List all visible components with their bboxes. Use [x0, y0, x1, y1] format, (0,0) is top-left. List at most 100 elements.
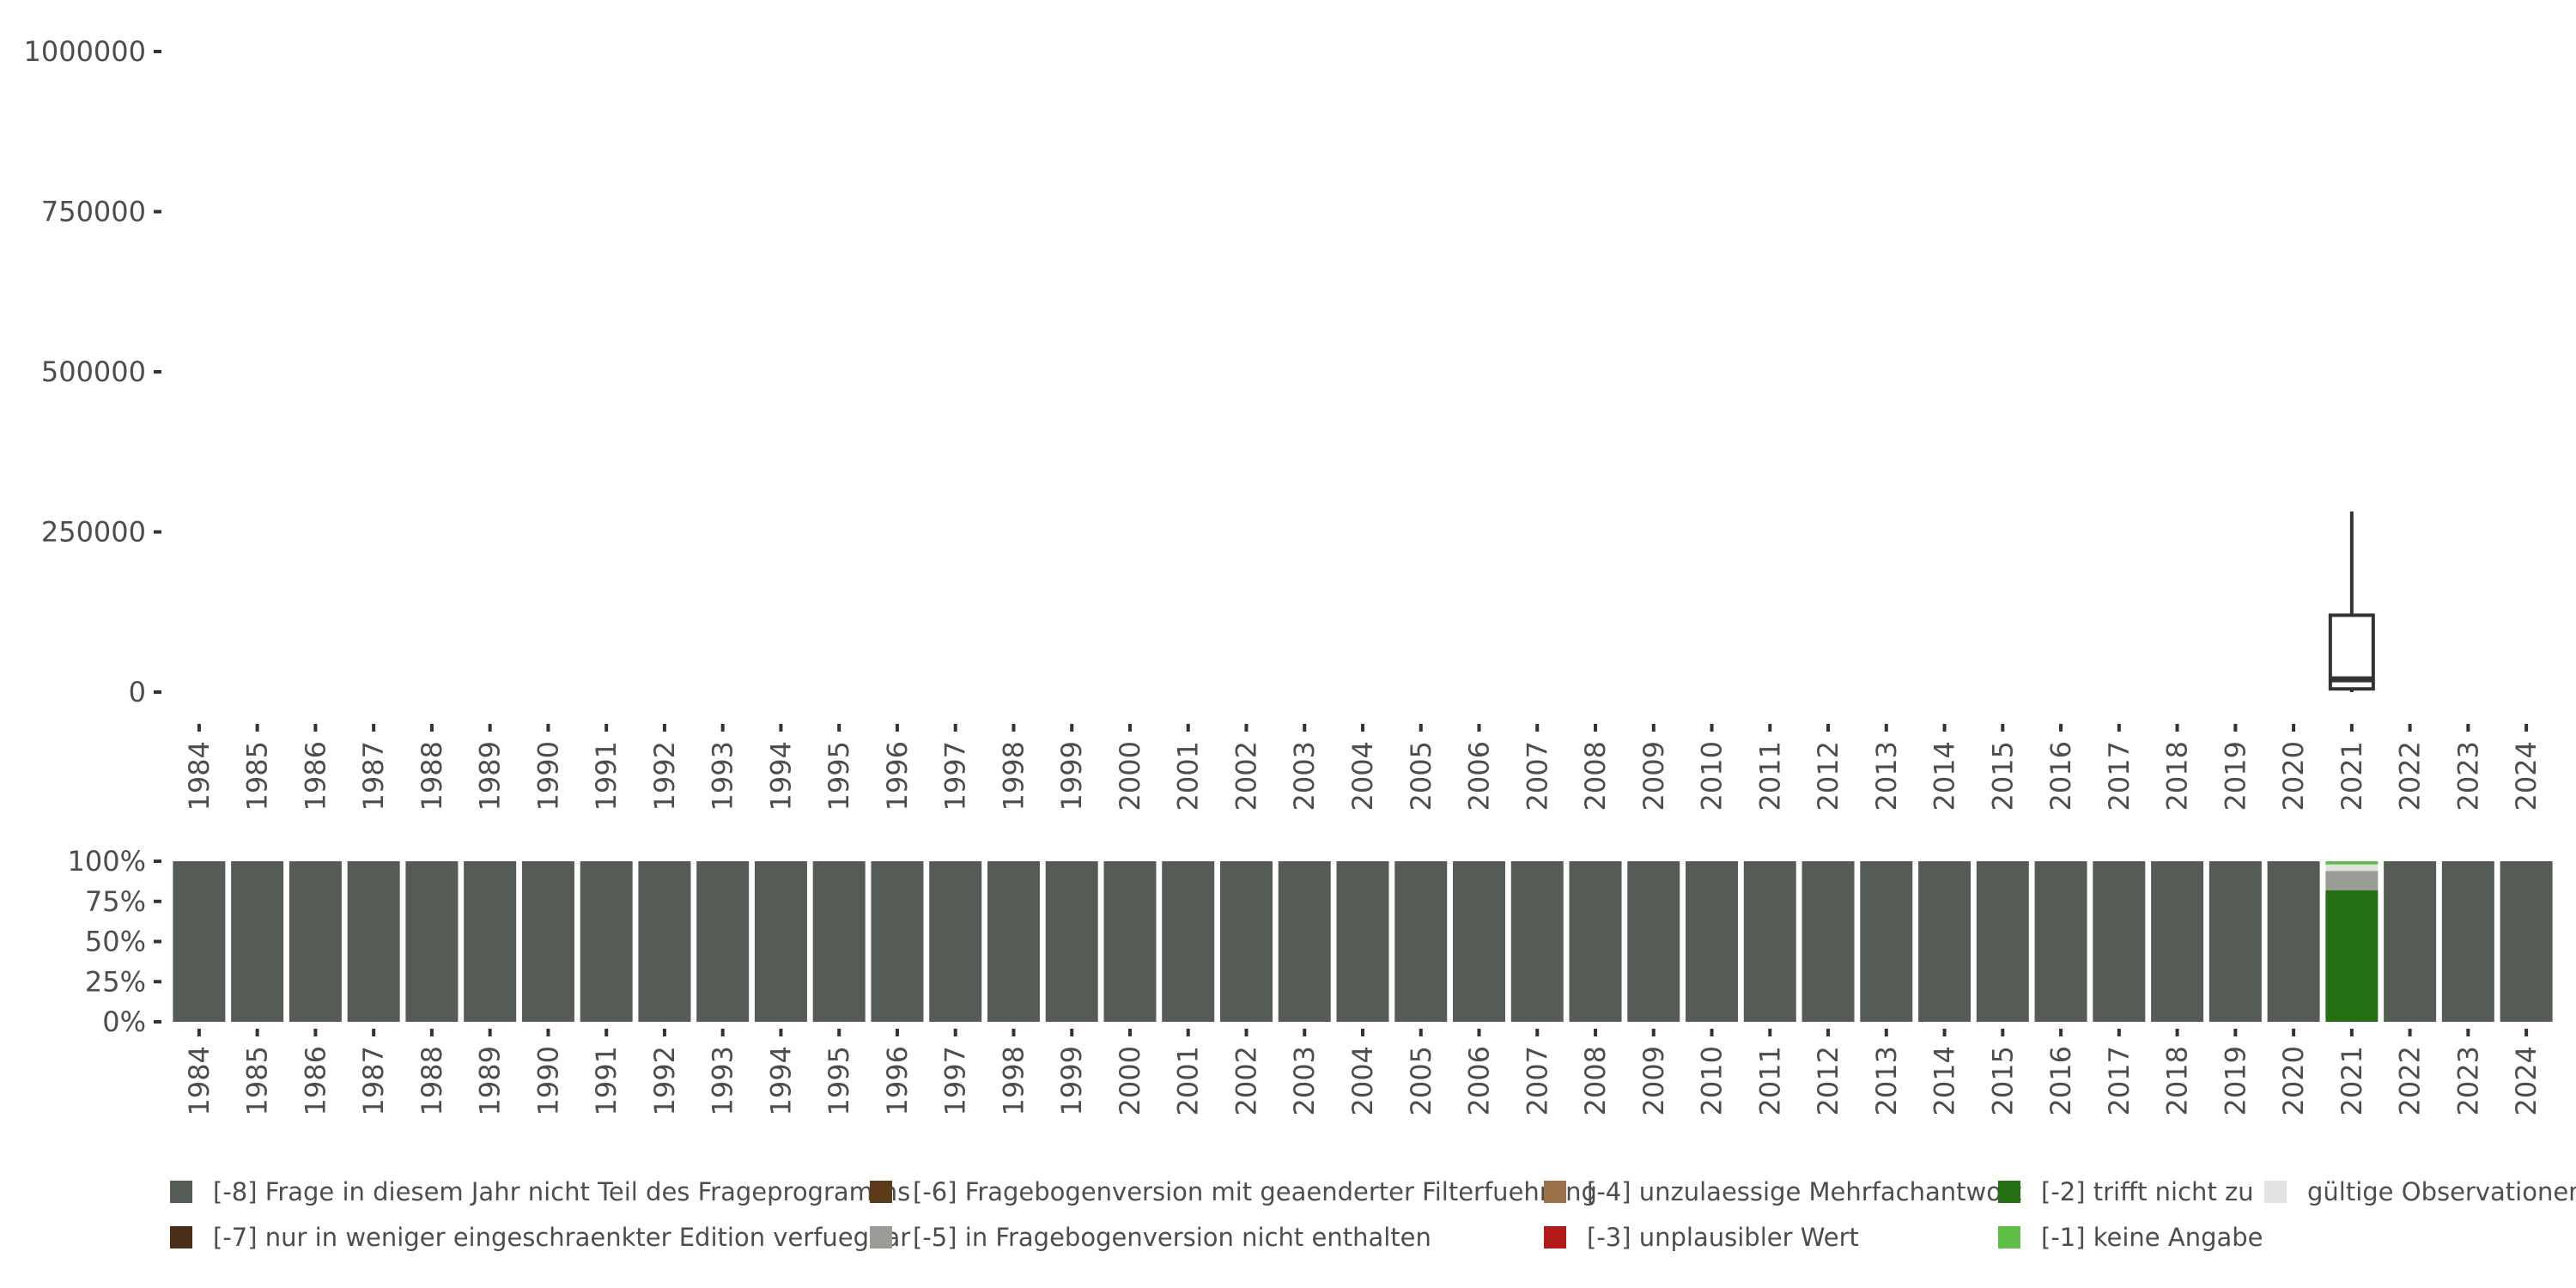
legend-label: [-5] in Fragebogenversion nicht enthalte… [913, 1223, 1431, 1252]
x-tick-label: 1993 [707, 741, 739, 811]
bar-segment [812, 861, 866, 1022]
stacked-bar-2002 [1219, 861, 1273, 1022]
bar-segment [464, 861, 517, 1022]
x-tick-label: 1988 [416, 1046, 448, 1115]
stacked-bar-2014 [1918, 861, 1971, 1022]
x-tick-label: 1985 [241, 1046, 274, 1115]
x-tick-label: 2001 [1172, 1046, 1205, 1115]
stacked-bar-2009 [1627, 861, 1680, 1022]
stacked-bar-2016 [2034, 861, 2087, 1022]
x-tick-label: 2018 [2161, 1046, 2194, 1115]
x-tick-label: 2019 [2219, 1046, 2251, 1115]
bar-segment [405, 861, 459, 1022]
x-tick-label: 1991 [590, 1046, 623, 1115]
bar-segment [1219, 861, 1273, 1022]
y-tick-label: 750000 [41, 196, 146, 228]
stacked-bar-2019 [2208, 861, 2262, 1022]
x-tick-label: 1992 [648, 741, 681, 811]
legend-label: [-6] Fragebogenversion mit geaenderter F… [913, 1177, 1597, 1206]
x-tick-label: 1987 [357, 741, 390, 811]
legend-swatch [170, 1226, 192, 1249]
x-tick-label: 1994 [764, 741, 797, 811]
x-tick-label: 2000 [1114, 1046, 1146, 1115]
x-tick-label: 1999 [1055, 1046, 1088, 1115]
bar-segment [1394, 861, 1448, 1022]
stacked-bar-1984 [173, 861, 226, 1022]
y-tick-label: 0% [102, 1005, 146, 1038]
bar-segment [1103, 861, 1157, 1022]
x-tick-label: 1992 [648, 1046, 681, 1115]
bar-segment [638, 861, 691, 1022]
bar-segment [2093, 861, 2146, 1022]
legend-item: [-3] unplausibler Wert [1544, 1223, 1859, 1252]
x-tick-label: 2010 [1696, 1046, 1728, 1115]
x-tick-label: 1993 [707, 1046, 739, 1115]
bar-segment [1976, 861, 2029, 1022]
boxplot-panel: 0 250000 500000 750000 1000000 [23, 35, 2375, 708]
legend-label: [-3] unplausibler Wert [1587, 1223, 1859, 1252]
x-tick-label: 2022 [2394, 741, 2427, 811]
x-tick-label: 2023 [2451, 741, 2484, 811]
stacked-bar-2023 [2441, 861, 2494, 1022]
bar-segment [2325, 861, 2379, 865]
stacked-bar-1992 [638, 861, 691, 1022]
bar-segment [696, 861, 750, 1022]
legend-item: [-5] in Fragebogenversion nicht enthalte… [870, 1223, 1431, 1252]
x-tick-label: 1999 [1055, 741, 1088, 811]
x-tick-label: 2016 [2044, 1046, 2077, 1115]
bar-segment [289, 861, 342, 1022]
x-tick-label: 1991 [590, 741, 623, 811]
legend-swatch [170, 1181, 192, 1203]
x-tick-label: 2004 [1346, 1046, 1379, 1115]
legend-swatch [1544, 1181, 1566, 1203]
x-tick-label: 1984 [183, 1046, 216, 1115]
stacked-bar-2005 [1394, 861, 1448, 1022]
x-tick-label: 2010 [1696, 741, 1728, 811]
stacked-bar-2010 [1686, 861, 1739, 1022]
stacked-bar-1991 [580, 861, 633, 1022]
x-tick-label: 2021 [2336, 741, 2368, 811]
x-tick-label: 2013 [1870, 741, 1903, 811]
legend-item: [-4] unzulaessige Mehrfachantwort [1544, 1177, 2021, 1206]
stacked-bar-2021 [2325, 861, 2379, 1022]
y-tick-label: 0 [129, 676, 146, 708]
x-tick-label: 1998 [997, 1046, 1030, 1115]
stacked-bar-2022 [2384, 861, 2437, 1022]
x-tick-label: 1997 [939, 741, 972, 811]
bar-segment [347, 861, 400, 1022]
legend-label: [-1] keine Angabe [2041, 1223, 2263, 1252]
boxplot-x-axis: 1984 1985 1986 1987 1988 1989 1990 1991 1992 1993… [183, 724, 2543, 811]
legend-item: gültige Observationen [2264, 1177, 2576, 1206]
x-tick-label: 2024 [2510, 1046, 2543, 1115]
stacked-bar-x-axis: 1984 1985 1986 1987 1988 1989 1990 1991 1992 1993… [183, 1029, 2543, 1115]
x-tick-label: 2005 [1405, 741, 1437, 811]
bar-segment [2267, 861, 2320, 1022]
stacked-bar-1988 [405, 861, 459, 1022]
stacked-bar-2008 [1569, 861, 1622, 1022]
y-tick-label: 1000000 [23, 35, 146, 68]
x-tick-label: 2002 [1230, 1046, 1262, 1115]
x-tick-label: 1998 [997, 741, 1030, 811]
x-tick-label: 2021 [2336, 1046, 2368, 1115]
legend-label: [-4] unzulaessige Mehrfachantwort [1587, 1177, 2021, 1206]
stacked-bar-1996 [871, 861, 924, 1022]
x-tick-label: 1986 [299, 1046, 331, 1115]
bar-segment [1453, 861, 1506, 1022]
x-tick-label: 2020 [2277, 741, 2310, 811]
x-tick-label: 2003 [1288, 741, 1321, 811]
stacked-bar-1989 [464, 861, 517, 1022]
stacked-bar-2007 [1510, 861, 1564, 1022]
legend: [-8] Frage in diesem Jahr nicht Teil des… [170, 1177, 2576, 1252]
stacked-bar-2024 [2500, 861, 2553, 1022]
x-tick-label: 1990 [532, 741, 564, 811]
legend-swatch [1544, 1226, 1566, 1249]
bar-segment [2325, 890, 2379, 1022]
x-tick-label: 2020 [2277, 1046, 2310, 1115]
bar-segment [1627, 861, 1680, 1022]
stacked-bar-2013 [1860, 861, 1913, 1022]
bar-segment [1045, 861, 1098, 1022]
stacked-bar-2001 [1162, 861, 1215, 1022]
bar-segment [1278, 861, 1331, 1022]
legend-swatch [2264, 1181, 2287, 1203]
